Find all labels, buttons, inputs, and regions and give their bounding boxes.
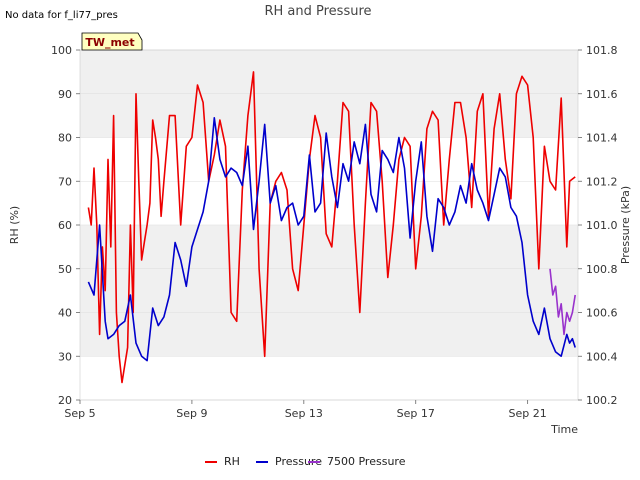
station-badge: TW_met	[81, 32, 143, 51]
band-40	[80, 268, 578, 313]
grid-lines	[80, 49, 578, 401]
y2-tick-label: 101.2	[586, 175, 618, 188]
left-axis-ticks: 20 30 40 50 60 70 80 90 100	[51, 44, 80, 407]
no-data-note: No data for f_li77_pres	[5, 10, 118, 21]
y-axis-title: RH (%)	[8, 206, 21, 244]
series-line-1	[87, 117, 576, 362]
y-tick-label: 20	[58, 394, 72, 407]
y-tick-label: 40	[58, 307, 72, 320]
y-tick-label: 50	[58, 263, 72, 276]
y2-tick-label: 101.4	[586, 132, 618, 145]
x-axis-ticks: Sep 5 Sep 9 Sep 13 Sep 17 Sep 21	[64, 400, 547, 420]
series-line-0	[87, 71, 576, 384]
y2-tick-label: 100.4	[586, 350, 618, 363]
band-mid	[80, 225, 578, 269]
right-axis-ticks: 100.2 100.4 100.6 100.8 101.0 101.2 101.4 101.6…	[578, 44, 618, 407]
y-tick-label: 70	[58, 175, 72, 188]
legend-label-1: Pressure	[275, 455, 322, 468]
series-line-2	[549, 268, 576, 336]
y2-tick-label: 100.8	[586, 263, 618, 276]
y-tick-label: 60	[58, 219, 72, 232]
x-tick-label: Sep 5	[64, 407, 95, 420]
legend: RH Pressure 7500 Pressure	[205, 455, 406, 468]
x-axis-title: Time	[550, 423, 578, 436]
badge-box	[81, 32, 143, 51]
x-tick-label: Sep 17	[397, 407, 435, 420]
legend-label-0: RH	[224, 455, 240, 468]
y2-tick-label: 100.2	[586, 394, 618, 407]
background-bands	[80, 50, 578, 357]
legend-label-2: 7500 Pressure	[327, 455, 406, 468]
y-tick-label: 100	[51, 44, 72, 57]
badge-label: TW_met	[85, 36, 134, 49]
y-tick-label: 30	[58, 350, 72, 363]
y2-tick-label: 101.0	[586, 219, 618, 232]
chart-title: RH and Pressure	[264, 4, 371, 19]
y2-tick-label: 101.8	[586, 44, 618, 57]
y-tick-label: 90	[58, 88, 72, 101]
y2-axis-title: Pressure (kPa)	[619, 186, 632, 264]
x-tick-label: Sep 9	[176, 407, 207, 420]
series-lines	[87, 71, 576, 384]
x-tick-label: Sep 21	[509, 407, 547, 420]
y2-tick-label: 100.6	[586, 307, 618, 320]
x-tick-label: Sep 13	[285, 407, 323, 420]
y-tick-label: 80	[58, 132, 72, 145]
y2-tick-label: 101.6	[586, 88, 618, 101]
band-low	[80, 312, 578, 357]
